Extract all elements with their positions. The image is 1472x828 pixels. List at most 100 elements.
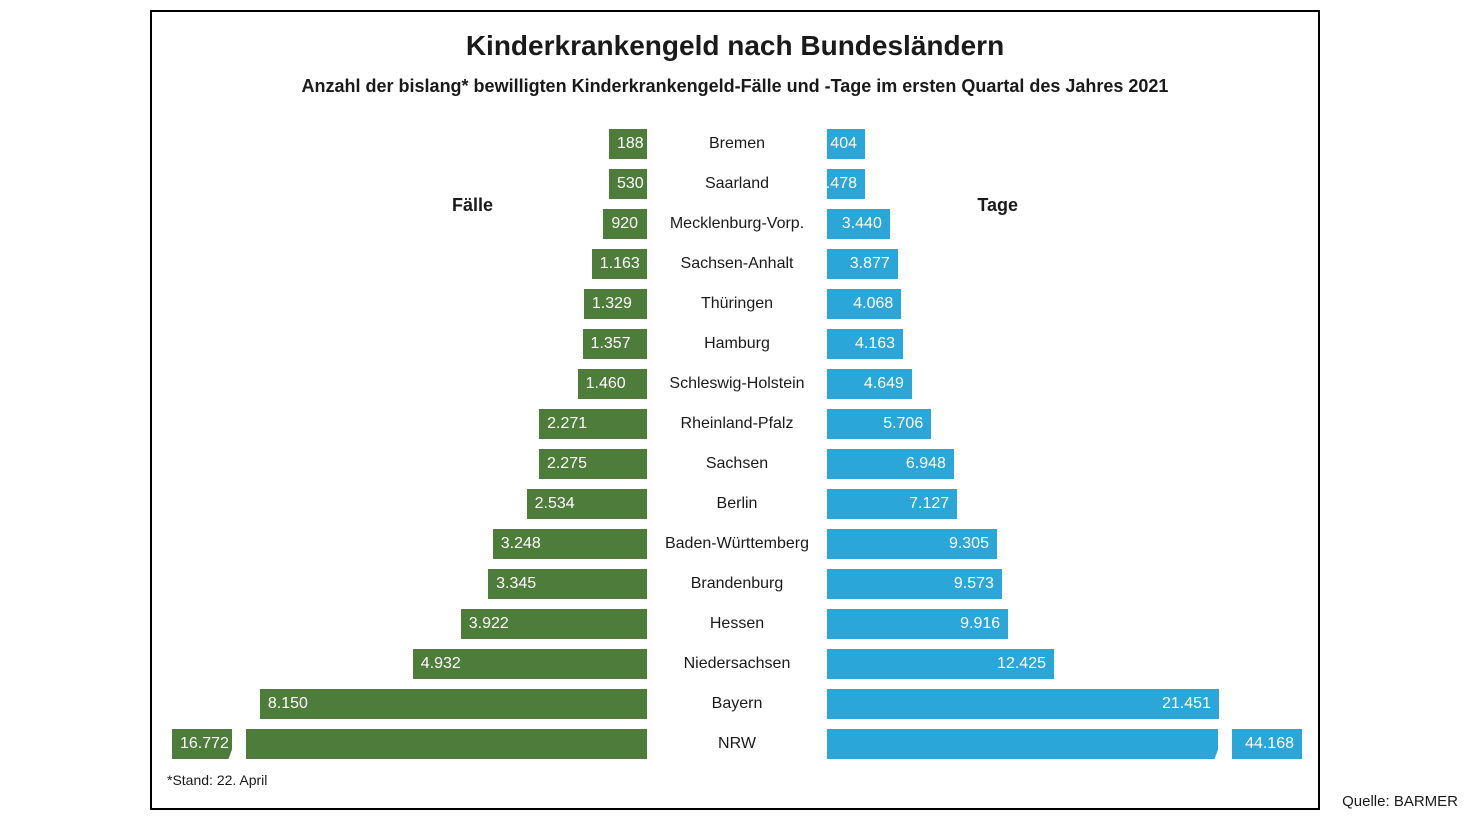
right-bar: 6.948 (827, 449, 954, 479)
left-bar: 1.357 (583, 329, 647, 359)
left-bar-inner-segment (246, 729, 647, 759)
right-bar-value: 5.706 (883, 415, 923, 433)
data-row: 1.460Schleswig-Holstein4.649 (172, 365, 1298, 402)
left-bar: 920 (603, 209, 647, 239)
left-bar-value: 1.329 (592, 295, 632, 313)
right-bar-cell: 12.425 (827, 649, 1302, 679)
right-bar-value: 9.916 (960, 615, 1000, 633)
left-bar-cell: 530 (172, 169, 647, 199)
right-bar-cell: 4.649 (827, 369, 1302, 399)
row-label: Brandenburg (647, 575, 827, 593)
right-bar-value: 4.068 (853, 295, 893, 313)
row-label: Baden-Württemberg (647, 535, 827, 553)
left-bar-cell: 3.248 (172, 529, 647, 559)
right-bar: 4.649 (827, 369, 912, 399)
right-bar-cell: 404 (827, 129, 1302, 159)
left-bar: 3.922 (461, 609, 647, 639)
left-bar-value: 4.932 (421, 655, 461, 673)
row-label: Saarland (647, 175, 827, 193)
left-bar-outer-segment: 16.772 (172, 729, 232, 759)
left-bar-value: 2.271 (547, 415, 587, 433)
right-bar-value: 1.478 (817, 175, 857, 193)
left-bar-value: 3.922 (469, 615, 509, 633)
left-bar-cell: 1.163 (172, 249, 647, 279)
rows-container: 188Bremen404 530Saarland1.478 920Mecklenbu… (172, 125, 1298, 762)
left-bar: 2.271 (539, 409, 647, 439)
left-bar-cell: 1.329 (172, 289, 647, 319)
row-label: Bremen (647, 135, 827, 153)
right-bar: 9.573 (827, 569, 1002, 599)
left-bar-value: 8.150 (268, 695, 308, 713)
left-bar-value: 3.248 (501, 535, 541, 553)
data-row: 1.357Hamburg4.163 (172, 325, 1298, 362)
row-label: Berlin (647, 495, 827, 513)
right-bar: 9.916 (827, 609, 1008, 639)
data-row: 3.922Hessen9.916 (172, 605, 1298, 642)
left-bar-cell: 16.772 (172, 729, 647, 759)
row-label: Mecklenburg-Vorp. (647, 215, 827, 233)
right-bar: 4.163 (827, 329, 903, 359)
right-bar: 4.068 (827, 289, 901, 319)
left-bar: 2.275 (539, 449, 647, 479)
right-bar: 9.305 (827, 529, 997, 559)
data-row: 2.271Rheinland-Pfalz5.706 (172, 405, 1298, 442)
left-bar-cell: 2.271 (172, 409, 647, 439)
right-bar-value: 3.877 (850, 255, 890, 273)
left-bar: 4.932 (413, 649, 647, 679)
left-bar: 1.329 (584, 289, 647, 319)
footnote: *Stand: 22. April (167, 772, 267, 788)
data-row: 2.534 Berlin 7.127 (172, 485, 1298, 522)
right-bar-value: 12.425 (997, 655, 1046, 673)
left-bar-cell: 8.150 (172, 689, 647, 719)
data-row: 3.248 Baden-Württemberg 9.305 (172, 525, 1298, 562)
data-row: 920Mecklenburg-Vorp. 3.440 (172, 205, 1298, 242)
chart-subtitle: Anzahl der bislang* bewilligten Kinderkr… (152, 76, 1318, 97)
right-bar: 7.127 (827, 489, 957, 519)
left-bar: 3.345 (488, 569, 647, 599)
left-bar-cell: 3.345 (172, 569, 647, 599)
right-bar-cell: 4.068 (827, 289, 1302, 319)
right-series-label: Tage (977, 195, 1018, 216)
right-bar: 12.425 (827, 649, 1054, 679)
row-label: Thüringen (647, 295, 827, 313)
axis-break-icon (232, 729, 246, 759)
right-bar: 1.478 (827, 169, 865, 199)
data-row: 4.932Niedersachsen12.425 (172, 645, 1298, 682)
left-bar-cell: 2.275 (172, 449, 647, 479)
left-bar: 530 (609, 169, 647, 199)
left-bar-value: 2.275 (547, 455, 587, 473)
left-bar-cell: 920 (172, 209, 647, 239)
right-bar-outer-segment: 44.168 (1232, 729, 1302, 759)
row-label: Hamburg (647, 335, 827, 353)
right-bar-cell: 7.127 (827, 489, 1302, 519)
right-bar-cell: 9.916 (827, 609, 1302, 639)
left-bar-value: 1.460 (586, 375, 626, 393)
right-bar-cell: 9.305 (827, 529, 1302, 559)
right-bar: 5.706 (827, 409, 931, 439)
left-bar: 1.460 (578, 369, 647, 399)
left-bar-cell: 2.534 (172, 489, 647, 519)
axis-break-icon (1218, 729, 1232, 759)
data-row: 188Bremen404 (172, 125, 1298, 162)
right-bar-value: 404 (830, 135, 857, 153)
data-row: 2.275 Sachsen 6.948 (172, 445, 1298, 482)
data-row: 1.163Sachsen-Anhalt 3.877 (172, 245, 1298, 282)
chart-title: Kinderkrankengeld nach Bundesländern (152, 30, 1318, 62)
data-row: 8.150Bayern21.451 (172, 685, 1298, 722)
row-label: Sachsen (647, 455, 827, 473)
right-bar-value: 7.127 (909, 495, 949, 513)
row-label: Sachsen-Anhalt (647, 255, 827, 273)
left-bar: 1.163 (592, 249, 647, 279)
right-bar-value: 4.649 (864, 375, 904, 393)
left-bar-value: 2.534 (535, 495, 575, 513)
right-bar-cell: 5.706 (827, 409, 1302, 439)
right-bar-cell: 3.440 (827, 209, 1302, 239)
right-bar-value: 6.948 (906, 455, 946, 473)
left-series-label: Fälle (452, 195, 493, 216)
right-bar-value: 44.168 (1245, 735, 1294, 753)
right-bar-cell: 21.451 (827, 689, 1302, 719)
right-bar-value: 9.305 (949, 535, 989, 553)
left-bar: 188 (609, 129, 647, 159)
row-label: Bayern (647, 695, 827, 713)
right-bar-value: 3.440 (842, 215, 882, 233)
